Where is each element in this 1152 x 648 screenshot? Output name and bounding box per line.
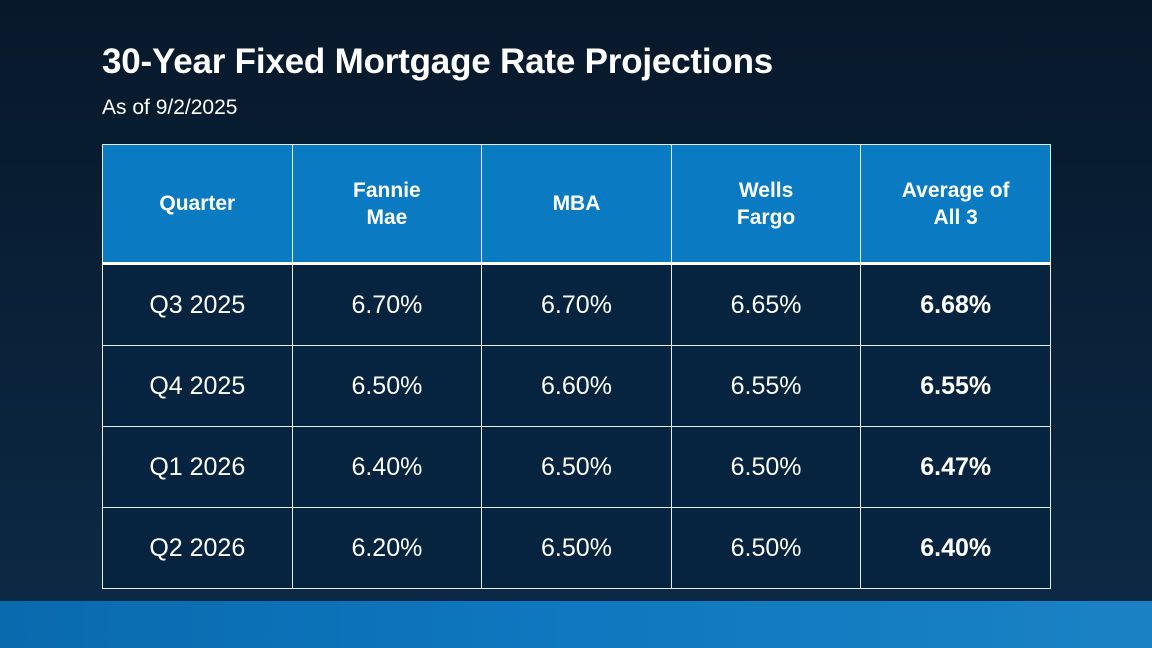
column-header-text: Quarter	[159, 192, 236, 215]
title: 30-Year Fixed Mortgage Rate Projections	[102, 42, 774, 81]
rate-cell: 6.70%	[481, 263, 672, 346]
rate-cell: 6.55%	[860, 345, 1051, 427]
column-header: Quarter	[102, 144, 293, 264]
column-header-text: Average of All 3	[901, 178, 1010, 229]
header-row: Quarter Fannie Mae MBA Wells Fargo Average o…	[102, 144, 1051, 264]
column-header: Fannie Mae	[291, 144, 483, 264]
subtitle: As of 9/2/2025	[102, 96, 238, 119]
column-header-text: Fannie Mae	[353, 178, 421, 229]
table-row: Q2 2026 6.20% 6.50% 6.50% 6.40%	[102, 507, 1051, 589]
rate-cell: 6.68%	[860, 263, 1051, 346]
rate-cell: 6.47%	[860, 426, 1051, 508]
quarter-cell: Q2 2026	[102, 507, 293, 589]
column-header-text: Wells Fargo	[736, 178, 796, 229]
rate-cell: 6.55%	[670, 345, 862, 427]
rate-cell: 6.40%	[291, 426, 483, 508]
rate-cell: 6.20%	[291, 507, 483, 589]
rate-cell: 6.50%	[670, 507, 862, 589]
quarter-cell: Q1 2026	[102, 426, 293, 508]
rate-cell: 6.65%	[670, 263, 862, 346]
rate-cell: 6.50%	[481, 507, 672, 589]
footer-band	[0, 601, 1152, 648]
quarter-cell: Q3 2025	[102, 263, 293, 346]
table-row: Q4 2025 6.50% 6.60% 6.55% 6.55%	[102, 345, 1051, 427]
table-row: Q1 2026 6.40% 6.50% 6.50% 6.47%	[102, 426, 1051, 508]
table-body: Q3 2025 6.70% 6.70% 6.65% 6.68% Q4 2025 6.50% 6…	[102, 263, 1051, 589]
rate-cell: 6.50%	[291, 345, 483, 427]
rate-cell: 6.60%	[481, 345, 672, 427]
column-header-text: MBA	[552, 192, 601, 215]
rate-cell: 6.50%	[670, 426, 862, 508]
rate-cell: 6.50%	[481, 426, 672, 508]
column-header: MBA	[481, 144, 672, 264]
rate-cell: 6.70%	[291, 263, 483, 346]
column-header: Wells Fargo	[670, 144, 862, 264]
projection-table: Quarter Fannie Mae MBA Wells Fargo Average o…	[102, 144, 1051, 589]
quarter-cell: Q4 2025	[102, 345, 293, 427]
column-header: Average of All 3	[860, 144, 1051, 264]
table-row: Q3 2025 6.70% 6.70% 6.65% 6.68%	[102, 263, 1051, 346]
rate-cell: 6.40%	[860, 507, 1051, 589]
